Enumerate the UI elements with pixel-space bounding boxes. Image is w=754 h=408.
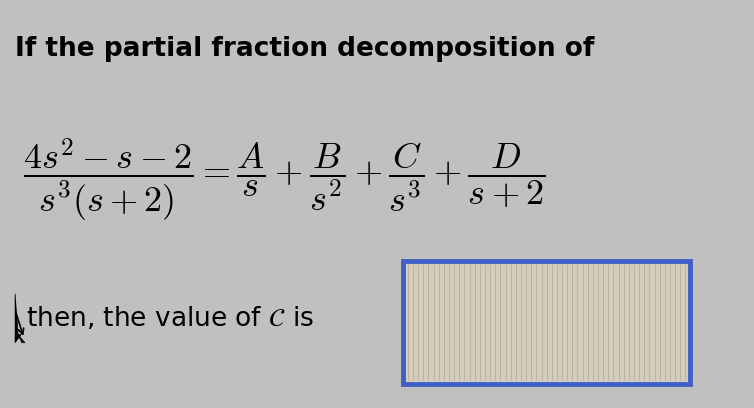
Text: $\dfrac{4s^2-s-2}{s^3(s+2)} = \dfrac{A}{s} + \dfrac{B}{s^2} + \dfrac{C}{s^3} + \: $\dfrac{4s^2-s-2}{s^3(s+2)} = \dfrac{A}{…	[23, 136, 545, 223]
Text: then, the value of $\mathcal{C}$ is: then, the value of $\mathcal{C}$ is	[26, 305, 314, 332]
FancyBboxPatch shape	[403, 261, 690, 384]
Polygon shape	[15, 294, 25, 343]
Text: If the partial fraction decomposition of: If the partial fraction decomposition of	[15, 36, 594, 62]
